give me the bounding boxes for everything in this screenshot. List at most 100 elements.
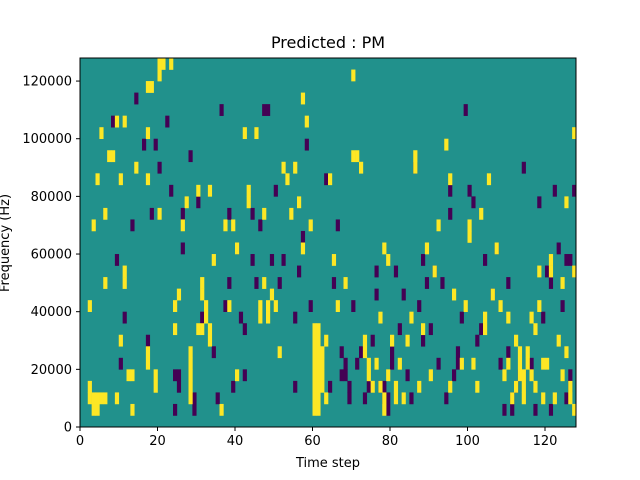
heatmap-cell-high (145, 357, 151, 370)
heatmap-cell-low (568, 369, 573, 382)
heatmap-cell-low (157, 161, 162, 174)
heatmap-cell-high (258, 300, 263, 312)
heatmap-cell-high (525, 346, 530, 359)
heatmap-cell-high (231, 219, 236, 232)
heatmap-cell-high (548, 265, 554, 278)
heatmap-cell-low (448, 207, 453, 220)
heatmap-cell-low (483, 254, 488, 266)
y-tick-label: 0 (64, 421, 72, 436)
heatmap-cell-high (266, 300, 271, 312)
heatmap-cell-low (417, 300, 422, 312)
heatmap-cell-high (320, 369, 325, 382)
heatmap-cell-high (161, 58, 166, 70)
heatmap-cell-high (200, 323, 205, 336)
heatmap-cell-high (378, 311, 383, 324)
heatmap-cell-high (316, 323, 321, 336)
heatmap-cell-high (529, 311, 534, 324)
heatmap-cell-low (521, 161, 526, 174)
heatmap-cell-high (285, 173, 290, 186)
heatmap-cell-high (320, 346, 325, 359)
heatmap-cell-high (393, 380, 399, 393)
heatmap-cell-high (99, 392, 104, 405)
heatmap-cell-high (134, 161, 139, 174)
heatmap-cell-high (448, 173, 453, 186)
heatmap-cell-high (572, 403, 577, 416)
heatmap-cell-high (223, 219, 228, 232)
heatmap-cell-high (207, 184, 213, 197)
heatmap-cell-high (266, 311, 271, 324)
heatmap-cell-high (204, 300, 209, 312)
heatmap-cell-high (514, 380, 519, 393)
heatmap-cell-low (560, 300, 565, 312)
heatmap-cell-high (541, 357, 546, 370)
heatmap-cell-high (130, 369, 135, 382)
heatmap-cell-low (331, 277, 337, 289)
heatmap-cell-high (413, 161, 418, 174)
heatmap-cell-low (498, 357, 503, 370)
heatmap-cell-high (103, 277, 108, 289)
heatmap-cell-high (242, 127, 247, 140)
heatmap-cell-high (324, 334, 329, 347)
heatmap-cell-high (541, 392, 546, 405)
heatmap-cell-low (297, 265, 302, 278)
heatmap-cell-low (250, 254, 255, 266)
heatmap-cell-high (436, 219, 441, 232)
heatmap-cell-low (537, 196, 542, 209)
heatmap-cell-high (568, 392, 573, 405)
heatmap-cell-low (390, 346, 395, 359)
heatmap-cell-low (293, 311, 298, 324)
heatmap-cell-high (386, 369, 391, 382)
heatmap-cell-high (103, 392, 108, 405)
heatmap-cell-high (560, 277, 565, 289)
heatmap-cell-low (192, 403, 197, 416)
heatmap-cell-high (316, 334, 321, 347)
heatmap-cell-low (467, 184, 472, 197)
chart-title: Predicted : PM (271, 33, 385, 52)
heatmap-cell-high (316, 357, 321, 370)
heatmap-cell-high (114, 115, 120, 128)
heatmap-cell-low (192, 392, 197, 405)
heatmap-cell-low (211, 346, 216, 359)
heatmap-cell-low (393, 265, 399, 278)
heatmap-cell-high (169, 58, 174, 70)
heatmap-cell-high (545, 357, 550, 370)
heatmap-cell-high (91, 403, 96, 416)
heatmap-cell-high (413, 150, 418, 163)
heatmap-cell-low (304, 138, 309, 151)
heatmap-cell-high (269, 288, 275, 301)
heatmap-cell-high (502, 369, 507, 382)
heatmap-cell-high (525, 357, 530, 370)
heatmap-cell-low (258, 219, 263, 232)
heatmap-cell-low (254, 277, 259, 289)
heatmap-cell-high (235, 369, 240, 382)
y-tick-label: 40000 (31, 305, 72, 320)
heatmap-cell-high (490, 288, 495, 301)
heatmap-cell-low (130, 219, 135, 232)
heatmap-cell-high (572, 265, 577, 278)
heatmap-cell-high (374, 357, 379, 370)
heatmap-cell-high (87, 392, 92, 405)
heatmap-cell-high (417, 380, 422, 393)
heatmap-cell-high (145, 346, 151, 359)
heatmap-cell-high (459, 357, 464, 370)
y-axis-label: Frequency (Hz) (0, 194, 13, 292)
heatmap-cell-low (548, 403, 554, 416)
heatmap-cell-high (157, 69, 162, 82)
heatmap-cell-low (409, 392, 414, 405)
heatmap-cell-high (196, 323, 201, 336)
x-axis: 0 20 40 60 80 100 120 (76, 427, 557, 449)
heatmap-cell-high (289, 207, 294, 220)
heatmap-cell-high (564, 346, 569, 359)
heatmap-cell-high (370, 380, 375, 393)
heatmap-cell-high (316, 346, 321, 359)
heatmap-cell-high (312, 357, 317, 370)
heatmap-cell-high (91, 392, 96, 405)
heatmap-cell-low (145, 334, 151, 347)
heatmap-cell-low (545, 265, 550, 278)
heatmap-cell-high (312, 334, 317, 347)
heatmap-cell-high (471, 357, 476, 370)
heatmap-cell-low (335, 219, 340, 232)
y-tick-label: 80000 (31, 190, 72, 205)
heatmap-cell-low (134, 92, 139, 105)
heatmap-cell-high (235, 242, 240, 255)
